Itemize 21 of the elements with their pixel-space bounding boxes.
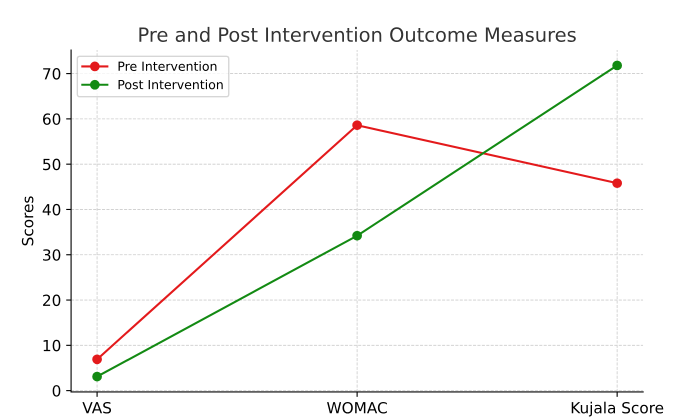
y-tick-label: 10 [44,340,60,352]
y-axis-title: Scores [22,196,34,246]
legend-label: Pre Intervention [118,61,216,71]
point [92,354,102,364]
point [92,372,102,382]
y-tick-label: 0 [52,385,60,397]
y-tick-label: 40 [42,204,60,216]
x-tick-label: WOMAC [327,402,387,414]
x-tick-label: Kujala Score [572,402,664,416]
legend-label: Post Intervention [118,80,223,90]
point [612,60,622,70]
point [352,230,362,241]
chart-title: Pre and Post Intervention Outcome Measures [139,26,576,42]
y-tick-label: 30 [43,249,60,261]
y-tick-label: 50 [43,158,60,170]
x-tick-label: VAS [82,402,112,414]
point [352,120,362,130]
y-tick-label: 70 [43,68,60,80]
point [612,178,622,188]
y-tick-label: 60 [42,113,60,125]
y-tick-label: 20 [43,294,60,306]
